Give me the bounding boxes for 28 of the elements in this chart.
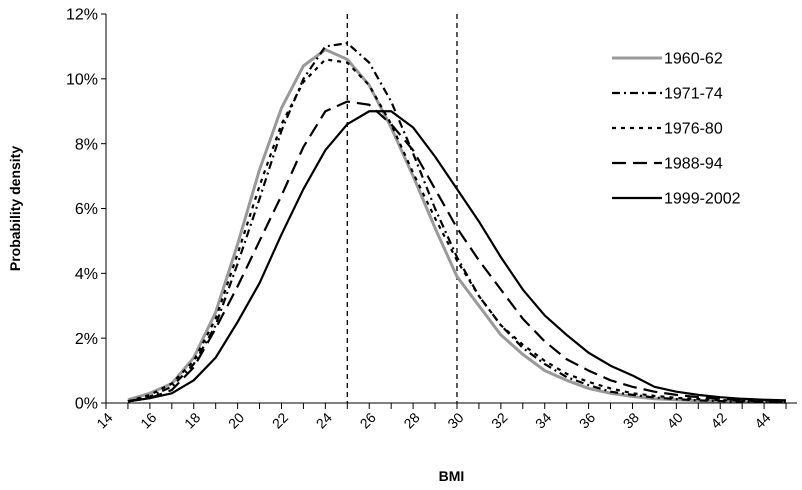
y-axis-title: Probability density [7,146,23,272]
x-tick-label: 30 [444,409,467,432]
y-tick-label: 2% [74,330,98,348]
legend-label: 1976-80 [664,120,723,138]
x-tick-label: 38 [620,409,642,432]
x-tick-label: 28 [400,409,423,432]
x-tick-label: 26 [356,409,379,432]
x-tick-label: 32 [488,409,511,432]
x-tick-label: 16 [137,409,160,432]
y-tick-label: 10% [66,71,98,88]
y-tick-label: 4% [74,266,98,283]
x-tick-label: 42 [707,409,730,432]
x-tick-label: 20 [224,409,248,432]
x-tick-label: 24 [312,409,336,432]
x-tick-label: 34 [532,409,554,432]
x-tick-label: 44 [751,409,774,432]
legend-label: 1988-94 [664,156,723,173]
x-tick-label: 40 [664,409,686,432]
x-tick-label: 36 [576,409,598,432]
x-tick-label: 22 [268,409,292,432]
x-axis-title: BMI [438,468,464,484]
legend-label: 1999-2002 [664,190,741,208]
legend-label: 1971-74 [664,86,723,103]
y-tick-label: 12% [66,6,98,24]
x-tick-label: 18 [181,409,204,432]
y-tick-label: 6% [74,201,98,218]
legend-label: 1960-62 [664,50,723,68]
y-tick-label: 8% [74,136,98,154]
